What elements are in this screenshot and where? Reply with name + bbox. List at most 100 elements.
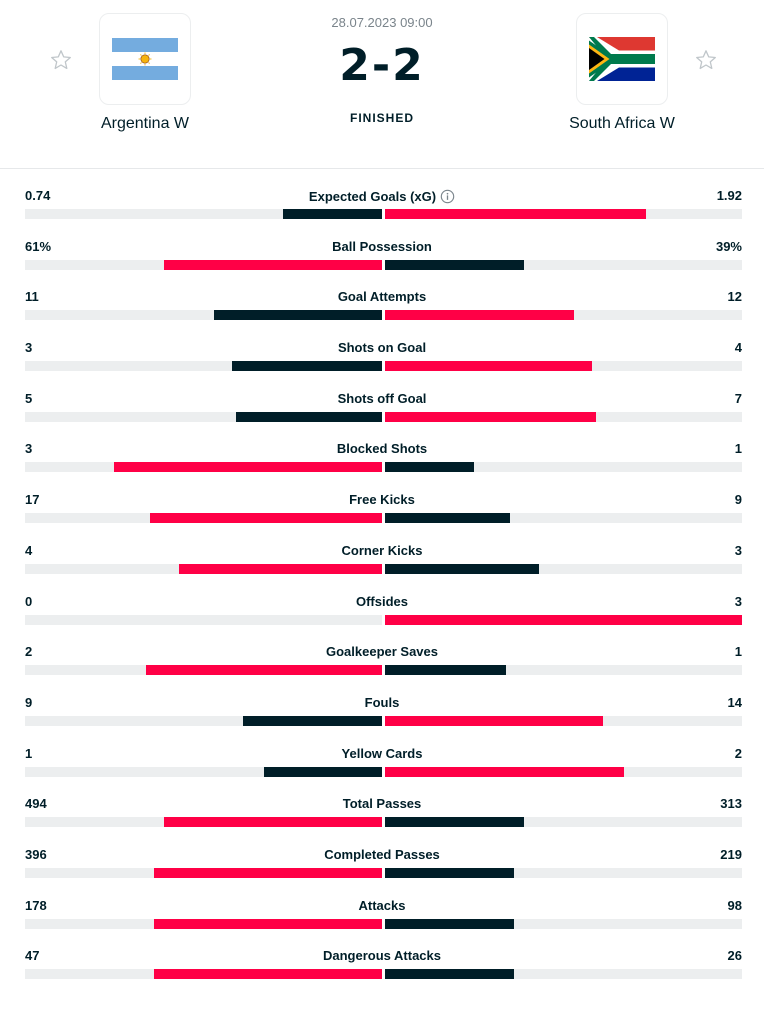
stat-label-text: Ball Possession [332, 238, 432, 254]
stat-row: 47 Dangerous Attacks 26 [0, 945, 764, 996]
home-team-logo[interactable] [99, 13, 191, 105]
stat-home-value: 47 [25, 948, 40, 964]
stat-away-bar [385, 563, 539, 574]
home-team-name[interactable]: Argentina W [100, 115, 190, 132]
stat-away-bar-track [385, 918, 742, 929]
stat-home-bar [154, 969, 382, 980]
stat-label: Fouls [0, 694, 764, 710]
stat-away-bar [385, 462, 474, 473]
away-team-logo[interactable] [576, 13, 668, 105]
favorite-away-star-icon[interactable] [694, 48, 718, 72]
stat-away-bar-track [385, 817, 742, 828]
stat-away-value: 219 [720, 846, 742, 862]
stat-away-bar-track [385, 259, 742, 270]
stat-away-bar [385, 209, 646, 219]
stat-label: Expected Goals (xG) [0, 189, 764, 204]
south-africa-flag-icon [589, 37, 655, 81]
stat-home-bar [243, 715, 382, 726]
stat-home-bar [164, 259, 382, 270]
stat-away-bar-track [385, 715, 742, 726]
stat-label-text: Free Kicks [349, 492, 415, 508]
stat-home-bar-track [25, 310, 382, 321]
stat-home-bar-track [25, 918, 382, 929]
stat-home-bar-track [25, 715, 382, 726]
stat-away-bar [385, 361, 592, 372]
stat-away-bar-track [385, 563, 742, 574]
stat-home-bar-track [25, 513, 382, 524]
stat-home-value: 17 [25, 492, 40, 508]
stat-home-bar [164, 817, 382, 828]
stat-label-text: Expected Goals (xG) [308, 189, 437, 204]
stat-away-bar [385, 918, 514, 929]
stat-home-bar [283, 209, 382, 219]
stat-home-bar-track [25, 817, 382, 828]
stat-away-bar [385, 867, 514, 878]
stat-home-bar-track [25, 766, 382, 777]
stat-row: 396 Completed Passes 219 [0, 844, 764, 895]
stat-label: Shots on Goal [0, 341, 764, 355]
stat-row: 11 Goal Attempts 12 [0, 286, 764, 337]
stat-row: 9 Fouls 14 [0, 692, 764, 743]
stat-home-value: 3 [25, 340, 33, 356]
stat-row: 0 Offsides 3 [0, 591, 764, 642]
stat-away-bar-track [385, 969, 742, 980]
stat-home-bar [154, 918, 382, 929]
stat-home-bar [179, 563, 382, 574]
stat-label: Blocked Shots [0, 442, 764, 456]
stat-label: Corner Kicks [0, 542, 764, 558]
stat-home-value: 9 [25, 694, 33, 710]
stat-row: 3 Shots on Goal 4 [0, 337, 764, 388]
stat-home-bar-track [25, 209, 382, 219]
stat-away-value: 313 [720, 796, 742, 812]
match-date: 28.07.2023 09:00 [331, 15, 433, 30]
stat-away-bar-track [385, 209, 742, 219]
stat-home-bar [214, 310, 382, 321]
stat-home-bar [264, 766, 382, 777]
stat-label: Free Kicks [0, 493, 764, 507]
stat-home-bar-track [25, 411, 382, 422]
stat-label-text: Goal Attempts [337, 289, 427, 305]
match-score: 2-2 [339, 40, 425, 91]
stat-row: 3 Blocked Shots 1 [0, 438, 764, 489]
stat-label-text: Blocked Shots [336, 441, 428, 457]
stat-home-bar-track [25, 361, 382, 372]
stat-label-text: Shots on Goal [337, 340, 427, 356]
stat-row: 17 Free Kicks 9 [0, 489, 764, 540]
stat-label: Total Passes [0, 797, 764, 811]
stat-label-text: Fouls [364, 694, 400, 710]
stat-label-text: Total Passes [342, 796, 422, 812]
stat-home-bar-track [25, 259, 382, 270]
stat-away-value: 1.92 [716, 188, 742, 203]
stat-home-bar-track [25, 867, 382, 878]
stat-away-bar [385, 715, 603, 726]
info-icon[interactable] [440, 189, 455, 204]
stat-label-text: Corner Kicks [341, 542, 423, 558]
stat-away-value: 4 [734, 340, 742, 356]
stat-label: Completed Passes [0, 847, 764, 862]
away-team-name[interactable]: South Africa W [569, 115, 675, 132]
stat-row: 5 Shots off Goal 7 [0, 388, 764, 439]
stat-away-bar-track [385, 614, 742, 625]
stat-row: 1 Yellow Cards 2 [0, 743, 764, 794]
stat-row: 0.74 Expected Goals (xG) 1.92 [0, 185, 764, 236]
match-status: FINISHED [349, 111, 414, 125]
match-header: Argentina W 28.07.2023 09:00 2-2 FINISHE… [0, 0, 764, 169]
stat-label-text: Attacks [358, 897, 406, 913]
stat-row: 494 Total Passes 313 [0, 793, 764, 844]
stat-home-bar [236, 411, 382, 422]
stat-away-value: 3 [734, 542, 742, 558]
stat-away-bar [385, 614, 742, 625]
stat-away-bar [385, 259, 524, 270]
stat-away-value: 3 [734, 593, 742, 609]
stat-away-bar-track [385, 766, 742, 777]
stat-home-bar-track [25, 969, 382, 980]
stat-away-value: 9 [734, 492, 742, 508]
stat-home-value: 0 [25, 593, 33, 609]
stat-away-value: 39% [715, 238, 742, 254]
stat-home-bar [232, 361, 382, 372]
stat-label-text: Shots off Goal [337, 390, 427, 406]
stat-row: 2 Goalkeeper Saves 1 [0, 641, 764, 692]
stat-away-bar [385, 817, 524, 828]
favorite-home-star-icon[interactable] [49, 48, 73, 72]
stat-away-bar [385, 766, 624, 777]
